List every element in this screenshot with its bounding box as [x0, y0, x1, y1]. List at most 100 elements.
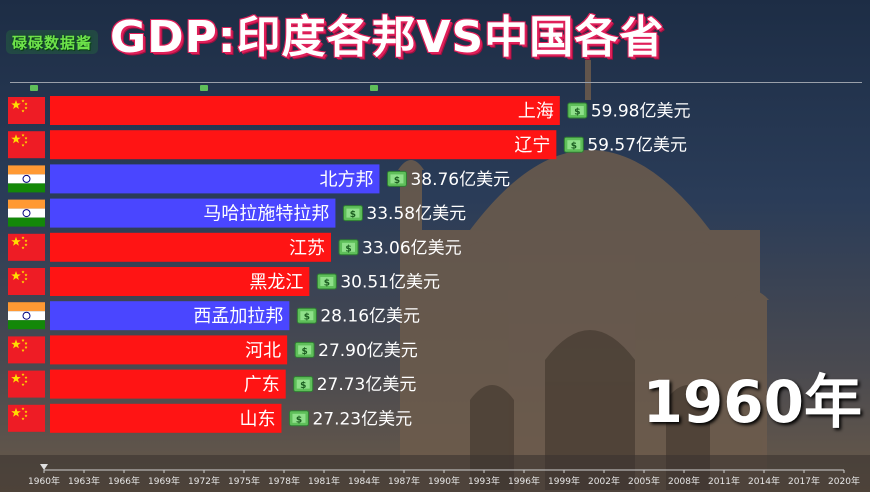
timeline-tick-label: 1969年	[148, 475, 180, 487]
chart-title: GDP:印度各邦VS中国各省	[110, 12, 665, 63]
title-divider	[10, 82, 862, 83]
timeline-tick-label: 1975年	[228, 475, 260, 487]
timeline-marker[interactable]	[40, 464, 48, 470]
money-icon: $	[293, 376, 314, 393]
bar-category-label: 河北	[245, 340, 281, 361]
bar-row: 广东 $27.73亿美元	[8, 369, 417, 399]
bar	[50, 403, 282, 433]
bar-category-label: 江苏	[289, 238, 325, 259]
money-icon: $	[567, 102, 588, 119]
bar-row: 江苏 $33.06亿美元	[8, 232, 462, 262]
china-flag-icon	[8, 404, 45, 432]
bar-row: 河北 $27.90亿美元	[8, 335, 418, 365]
bar	[50, 267, 310, 296]
timeline-tick-label: 1993年	[468, 475, 500, 487]
timeline-tick-label: 1963年	[68, 475, 100, 487]
india-flag-icon	[8, 199, 45, 227]
money-icon: $	[386, 170, 407, 187]
bar-category-label: 山东	[239, 409, 275, 430]
bar-category-label: 黑龙江	[249, 272, 303, 293]
money-icon: $	[288, 410, 309, 427]
money-icon: $	[296, 307, 317, 324]
bar	[50, 164, 380, 194]
bar-row: 马哈拉施特拉邦 $33.58亿美元	[8, 198, 466, 228]
svg-text:$: $	[302, 347, 308, 357]
timeline-tick-label: 1990年	[428, 475, 460, 487]
bar-value-label: 59.98亿美元	[591, 102, 691, 122]
bar-row: 辽宁 $59.57亿美元	[8, 130, 687, 160]
money-icon: $	[342, 205, 363, 222]
money-icon	[370, 85, 378, 91]
svg-text:$: $	[296, 415, 302, 425]
bar	[50, 335, 288, 365]
bar-category-label: 马哈拉施特拉邦	[203, 204, 329, 225]
china-flag-icon	[8, 131, 45, 159]
bar	[50, 198, 336, 228]
timeline-tick-label: 2017年	[788, 475, 820, 487]
timeline-tick-label: 1996年	[508, 475, 540, 487]
china-flag-icon	[8, 336, 45, 364]
bar-row: 黑龙江 $30.51亿美元	[8, 267, 440, 296]
bar	[50, 232, 332, 262]
bar	[50, 96, 560, 125]
money-icon: $	[294, 341, 315, 358]
timeline-tick-label: 1978年	[268, 475, 300, 487]
timeline-tick-label: 2014年	[748, 475, 780, 487]
timeline-tick-label: 1987年	[388, 475, 420, 487]
timeline-axis: 1960年 1963年 1966年 1969年 1972年 1975年 1978年 1981年…	[28, 464, 860, 487]
bar-category-label: 广东	[244, 375, 280, 396]
bar-value-label: 27.73亿美元	[317, 375, 417, 395]
svg-text:$: $	[300, 381, 306, 391]
timeline-tick-label: 2002年	[588, 475, 620, 487]
bar-category-label: 北方邦	[319, 169, 373, 190]
bar-category-label: 上海	[518, 101, 554, 122]
svg-text:$: $	[345, 244, 351, 254]
top-markers	[30, 85, 378, 91]
money-icon: $	[316, 273, 337, 290]
money-icon: $	[563, 136, 584, 153]
money-icon: $	[338, 239, 359, 256]
bar-value-label: 38.76亿美元	[410, 170, 510, 190]
timeline-tick-label: 2011年	[708, 475, 740, 487]
bar-category-label: 辽宁	[514, 135, 550, 156]
bar-category-label: 西孟加拉邦	[193, 306, 283, 327]
svg-text:$: $	[350, 210, 356, 220]
bar-value-label: 28.16亿美元	[320, 307, 420, 327]
bar-value-label: 33.06亿美元	[362, 238, 462, 258]
svg-text:$: $	[394, 176, 400, 186]
india-flag-icon	[8, 165, 45, 193]
channel-logo: 碌碌数据酱	[6, 30, 98, 54]
bar	[50, 301, 290, 331]
current-year-label: 1960年	[642, 368, 862, 436]
china-flag-icon	[8, 97, 45, 124]
timeline-tick-label: 1972年	[188, 475, 220, 487]
timeline-tick-label: 1999年	[548, 475, 580, 487]
india-flag-icon	[8, 302, 45, 330]
bar-row: 上海 $59.98亿美元	[8, 96, 691, 125]
svg-text:$: $	[571, 142, 577, 152]
timeline-tick-label: 2005年	[628, 475, 660, 487]
china-flag-icon	[8, 370, 45, 398]
bar-row: 北方邦 $38.76亿美元	[8, 164, 510, 194]
timeline-tick-label: 1984年	[348, 475, 380, 487]
svg-text:$: $	[324, 279, 330, 289]
timeline-tick-label: 1960年	[28, 475, 60, 487]
timeline-tick-label: 1981年	[308, 475, 340, 487]
timeline-tick-label: 2020年	[828, 475, 860, 487]
timeline-tick-label: 1966年	[108, 475, 140, 487]
bar-value-label: 59.57亿美元	[587, 136, 687, 156]
bar-value-label: 33.58亿美元	[366, 204, 466, 224]
china-flag-icon	[8, 268, 45, 295]
svg-text:$: $	[304, 313, 310, 323]
bar-value-label: 30.51亿美元	[340, 273, 440, 293]
china-flag-icon	[8, 233, 45, 261]
bar-value-label: 27.90亿美元	[318, 341, 418, 361]
timeline-tick-label: 2008年	[668, 475, 700, 487]
bar-row: 山东 $27.23亿美元	[8, 403, 412, 433]
bar-row: 西孟加拉邦 $28.16亿美元	[8, 301, 420, 331]
svg-text:$: $	[574, 108, 580, 118]
bar-value-label: 27.23亿美元	[312, 409, 412, 429]
